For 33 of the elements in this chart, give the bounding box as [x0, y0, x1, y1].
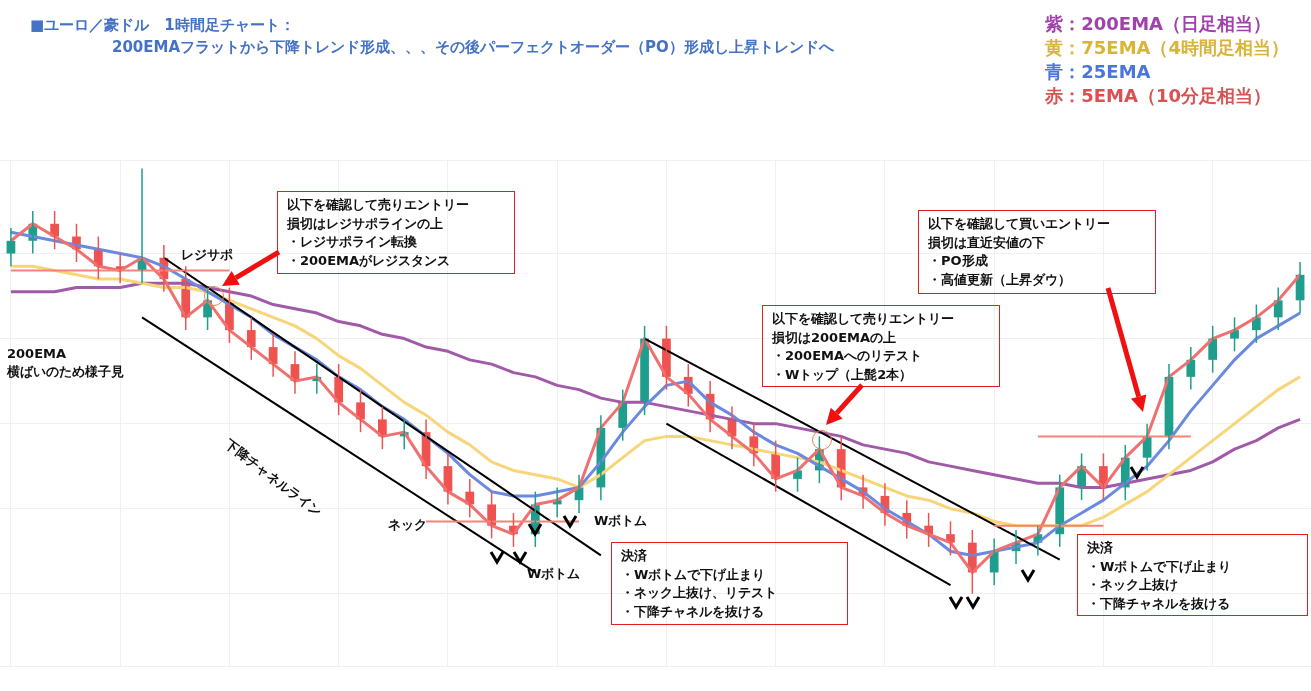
text: 赤：5EMA（10分足相当）: [1045, 84, 1272, 108]
annotation: ・200EMAへのリテスト: [772, 347, 923, 365]
annotation: 損切はレジサポラインの上: [287, 214, 443, 233]
chart-subtitle: 200EMAフラットから下降トレンド形成、、、その後パーフェクトオーダー（PO）形成し上昇トレンドへ: [112, 38, 834, 57]
annotation: レジサポ: [181, 246, 233, 264]
text: ・下降チャネルを抜ける: [621, 602, 764, 621]
annotation: Wボトム: [527, 565, 581, 583]
annotation: ・PO形成: [928, 252, 988, 270]
annotation: ・高値更新（上昇ダウ）: [928, 270, 1071, 289]
annotation: 下降チャネルライン: [221, 436, 326, 521]
annotation: 損切は直近安値の下: [928, 233, 1045, 252]
text: ・下降チャネルを抜ける: [1087, 594, 1230, 613]
annotation: ・レジサポライン転換: [287, 233, 417, 251]
annotation: 以下を確認して売りエントリー: [287, 196, 469, 214]
annotation: 決済: [621, 547, 647, 565]
annotation: 横ばいのため様子見: [7, 363, 124, 381]
text: 黄：75EMA（4時間足相当）: [1045, 36, 1289, 60]
annotation: 以下を確認して売りエントリー: [772, 310, 954, 328]
annotation: 損切は200EMAの上: [772, 328, 897, 347]
annotation: ・ネック上抜け、リテスト: [621, 584, 777, 602]
annotation: ネック: [388, 516, 427, 534]
annotation: Wボトム: [594, 512, 648, 530]
annotation: 以下を確認して買いエントリー: [928, 215, 1110, 233]
annotation: 決済: [1087, 539, 1113, 557]
annotation: ・ネック上抜け: [1087, 576, 1178, 594]
annotation: ・Wボトムで下げ止まり: [621, 565, 766, 584]
annotation: ・200EMAがレジスタンス: [287, 251, 451, 270]
text: 青：25EMA: [1045, 60, 1152, 84]
annotation: ・Wトップ（上髭2本）: [772, 365, 913, 384]
annotation: 200EMA: [7, 345, 67, 363]
annotation: ・Wボトムで下げ止まり: [1087, 557, 1232, 576]
chart-title: ■ユーロ／豪ドル 1時間足チャート：: [30, 16, 295, 35]
text: 紫：200EMA（日足相当）: [1045, 12, 1272, 36]
